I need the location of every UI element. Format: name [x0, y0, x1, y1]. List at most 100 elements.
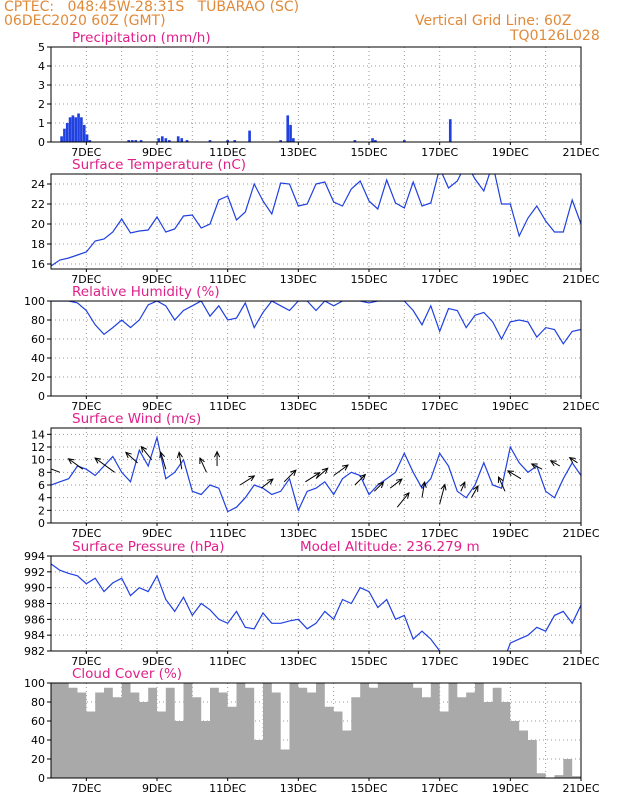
y-tick-label: 16 [31, 258, 45, 271]
wind-arrow [199, 456, 207, 473]
plot-area [51, 174, 581, 267]
series-line [51, 174, 581, 267]
precip-bar [208, 140, 212, 142]
wind-arrow [568, 456, 578, 464]
x-tick-label: 17DEC [421, 782, 458, 795]
panel-frame [50, 173, 582, 270]
wind-arrow [471, 484, 479, 498]
x-tick-label: 11DEC [209, 273, 246, 286]
y-tick-label: 0 [38, 390, 45, 403]
grid-lines [50, 47, 581, 142]
x-tick-label: 11DEC [209, 400, 246, 413]
wind-arrow-head [377, 481, 385, 489]
wind-arrow-shaft [94, 457, 115, 473]
precip-bar [176, 136, 180, 142]
wind-arrow-shaft [51, 468, 61, 473]
x-tick-label: 17DEC [421, 273, 458, 286]
x-tick-label: 13DEC [280, 146, 317, 159]
x-tick-label: 15DEC [350, 527, 387, 540]
y-tick-label: 24 [31, 178, 45, 191]
wind-arrow [305, 472, 321, 483]
x-tick-label: 21DEC [562, 273, 599, 286]
y-tick-label: 14 [31, 428, 45, 441]
wind-arrow-head [94, 457, 102, 464]
x-tick-label: 21DEC [562, 146, 599, 159]
precip-bar [168, 140, 171, 142]
grid-lines [50, 428, 581, 523]
grid-lines [50, 556, 581, 651]
x-tick-label: 19DEC [492, 400, 529, 413]
wind-arrow [354, 473, 367, 486]
precip-bar [403, 140, 406, 142]
x-tick-label: 9DEC [142, 655, 172, 668]
wind-arrow [530, 463, 543, 470]
wind-arrow-shaft [68, 458, 84, 470]
precip-bar [130, 140, 134, 142]
y-tick-label: 0 [38, 772, 45, 785]
x-tick-label: 19DEC [492, 527, 529, 540]
y-tick-label: 1 [38, 117, 45, 130]
precip-bar [371, 138, 374, 142]
precip-bar [127, 140, 131, 142]
panel-0: 0 1 2 3 4 5 7DEC 9DEC 11DEC 13DEC 15DEC 17DEC 19DEC 2… [38, 30, 600, 159]
wind-arrow [125, 451, 138, 464]
wind-arrow [67, 458, 84, 470]
wind-arrow-shaft [354, 474, 366, 486]
precip-bar [248, 130, 251, 142]
wind-arrow [396, 491, 410, 508]
grid-line-note: Vertical Grid Line: 60Z [415, 13, 572, 29]
grid-lines [50, 301, 581, 396]
x-tick-label: 7DEC [71, 782, 101, 795]
x-tick-label: 17DEC [421, 527, 458, 540]
wind-arrow [439, 483, 447, 505]
wind-arrow-head [395, 478, 403, 485]
y-tick-label: 6 [38, 479, 45, 492]
y-tick-label: 984 [24, 629, 45, 642]
wind-arrow-head [67, 458, 75, 465]
model-code: TQ0126L028 [510, 28, 600, 44]
precip-bar [71, 115, 75, 142]
wind-arrow-shaft [507, 470, 522, 480]
y-tick-label: 22 [31, 198, 45, 211]
wind-arrow-shaft [315, 467, 329, 480]
y-tick-label: 4 [38, 492, 45, 505]
wind-arrow-shaft [396, 492, 410, 508]
y-tick-label: 982 [24, 645, 45, 658]
wind-arrow-head [459, 481, 466, 489]
y-tick-label: 994 [24, 550, 45, 563]
y-tick-label: 4 [38, 60, 45, 73]
precip-bar [226, 140, 229, 142]
y-tick-label: 20 [31, 753, 45, 766]
x-tick-label: 19DEC [492, 782, 529, 795]
precip-bar [185, 140, 189, 142]
y-tick-label: 100 [24, 677, 45, 690]
panel-frame [50, 46, 582, 143]
wind-arrow [176, 451, 183, 470]
wind-arrow-head [440, 483, 447, 491]
precip-bar [286, 115, 290, 142]
y-tick-label: 0 [38, 136, 45, 149]
precip-bar [157, 138, 161, 142]
x-tick-label: 15DEC [350, 146, 387, 159]
plot-area [60, 113, 452, 142]
y-tick-label: 20 [31, 218, 45, 231]
forecast-date: 06DEC2020 60Z (GMT) [4, 13, 166, 29]
plot-area [51, 683, 581, 778]
precip-bar [289, 124, 292, 142]
wind-arrow [549, 460, 561, 467]
precip-bar [374, 140, 377, 142]
x-tick-label: 19DEC [492, 273, 529, 286]
wind-arrow-head [176, 451, 183, 459]
x-tick-label: 9DEC [142, 273, 172, 286]
wind-arrow-shaft [140, 446, 153, 460]
y-tick-label: 18 [31, 238, 45, 251]
wind-arrow-head [214, 450, 221, 458]
precip-bar [292, 138, 295, 142]
precip-bar [80, 117, 83, 142]
wind-arrow-shaft [260, 478, 274, 489]
wind-arrow-head [266, 478, 274, 485]
wind-arrow [239, 475, 256, 486]
wind-arrow-shaft [373, 481, 384, 492]
x-tick-label: 13DEC [280, 527, 317, 540]
y-tick-label: 40 [31, 352, 45, 365]
